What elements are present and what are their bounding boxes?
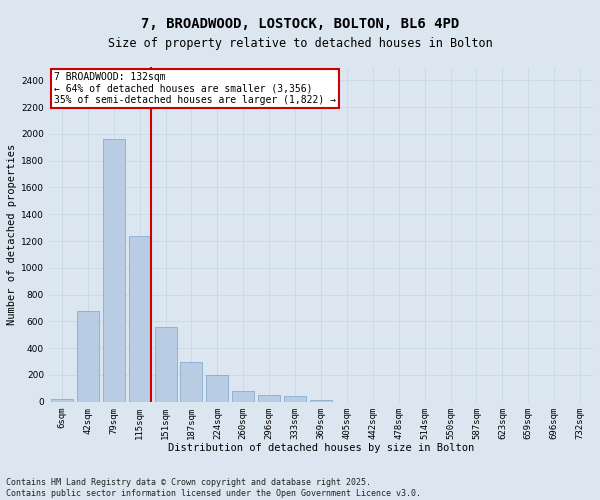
Bar bbox=[128, 236, 151, 402]
Bar bbox=[103, 140, 125, 402]
Bar bbox=[51, 399, 73, 402]
Bar bbox=[310, 400, 332, 402]
Bar bbox=[77, 310, 99, 402]
Bar bbox=[155, 327, 176, 402]
Bar bbox=[284, 396, 306, 402]
X-axis label: Distribution of detached houses by size in Bolton: Distribution of detached houses by size … bbox=[168, 443, 474, 453]
Bar bbox=[232, 391, 254, 402]
Text: Size of property relative to detached houses in Bolton: Size of property relative to detached ho… bbox=[107, 38, 493, 51]
Bar bbox=[258, 395, 280, 402]
Text: 7 BROADWOOD: 132sqm
← 64% of detached houses are smaller (3,356)
35% of semi-det: 7 BROADWOOD: 132sqm ← 64% of detached ho… bbox=[55, 72, 337, 105]
Text: Contains HM Land Registry data © Crown copyright and database right 2025.
Contai: Contains HM Land Registry data © Crown c… bbox=[6, 478, 421, 498]
Text: 7, BROADWOOD, LOSTOCK, BOLTON, BL6 4PD: 7, BROADWOOD, LOSTOCK, BOLTON, BL6 4PD bbox=[141, 18, 459, 32]
Bar bbox=[181, 362, 202, 402]
Bar bbox=[206, 375, 229, 402]
Y-axis label: Number of detached properties: Number of detached properties bbox=[7, 144, 17, 325]
